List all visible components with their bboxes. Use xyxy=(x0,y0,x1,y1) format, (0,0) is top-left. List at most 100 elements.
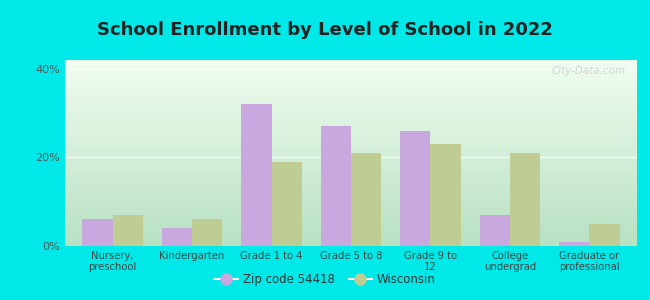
Bar xyxy=(65,92,637,93)
Bar xyxy=(65,221,637,222)
Text: School Enrollment by Level of School in 2022: School Enrollment by Level of School in … xyxy=(97,21,553,39)
Bar xyxy=(65,69,637,70)
Bar xyxy=(65,171,637,172)
Bar xyxy=(65,169,637,170)
Bar xyxy=(65,232,637,233)
Bar xyxy=(65,131,637,132)
Bar xyxy=(65,67,637,68)
Bar xyxy=(65,182,637,183)
Bar xyxy=(65,68,637,69)
Bar xyxy=(65,187,637,188)
Bar xyxy=(65,160,637,161)
Bar xyxy=(65,101,637,102)
Bar xyxy=(65,172,637,173)
Bar xyxy=(65,199,637,200)
Bar xyxy=(65,189,637,190)
Bar xyxy=(65,61,637,62)
Bar xyxy=(65,116,637,117)
Bar xyxy=(65,178,637,179)
Bar xyxy=(272,162,302,246)
Bar xyxy=(65,70,637,71)
Bar xyxy=(112,215,143,246)
Bar xyxy=(65,135,637,136)
Bar xyxy=(65,243,637,244)
Bar xyxy=(65,92,637,94)
Bar xyxy=(65,204,637,205)
Bar xyxy=(65,80,637,81)
Bar xyxy=(65,94,637,95)
Bar xyxy=(65,142,637,143)
Bar xyxy=(65,235,637,236)
Bar xyxy=(65,147,637,148)
Bar xyxy=(65,209,637,210)
Bar xyxy=(65,242,637,243)
Bar xyxy=(65,191,637,192)
Bar xyxy=(65,108,637,109)
Bar xyxy=(65,175,637,176)
Bar xyxy=(65,123,637,124)
Bar xyxy=(65,113,637,114)
Bar xyxy=(65,102,637,103)
Bar xyxy=(65,245,637,246)
Bar xyxy=(65,210,637,211)
Bar xyxy=(83,219,112,246)
Bar xyxy=(65,153,637,154)
Bar xyxy=(65,133,637,134)
Bar xyxy=(65,201,637,202)
Bar xyxy=(65,100,637,101)
Bar xyxy=(65,197,637,198)
Bar xyxy=(65,205,637,206)
Bar xyxy=(65,192,637,193)
Bar xyxy=(65,83,637,84)
Bar xyxy=(65,225,637,226)
Bar xyxy=(65,215,637,216)
Bar xyxy=(65,124,637,125)
Bar xyxy=(65,110,637,111)
Bar xyxy=(65,218,637,219)
Bar xyxy=(65,79,637,80)
Bar xyxy=(65,183,637,184)
Bar xyxy=(65,77,637,78)
Bar xyxy=(65,228,637,229)
Bar xyxy=(65,244,637,245)
Bar xyxy=(65,95,637,96)
Bar xyxy=(65,148,637,149)
Bar xyxy=(65,170,637,171)
Bar xyxy=(65,105,637,106)
Bar xyxy=(65,230,637,231)
Bar xyxy=(65,198,637,199)
Bar xyxy=(162,228,192,246)
Bar xyxy=(65,117,637,118)
Bar xyxy=(65,151,637,152)
Bar xyxy=(65,188,637,189)
Bar xyxy=(321,126,351,246)
Bar xyxy=(65,157,637,158)
Bar xyxy=(65,107,637,108)
Bar xyxy=(590,224,619,246)
Bar xyxy=(65,239,637,240)
Bar xyxy=(65,118,637,119)
Bar xyxy=(65,227,637,228)
Bar xyxy=(65,63,637,64)
Bar xyxy=(65,211,637,212)
Bar xyxy=(65,137,637,138)
Bar xyxy=(65,97,637,98)
Bar xyxy=(65,65,637,66)
Bar xyxy=(65,164,637,165)
Bar xyxy=(65,140,637,141)
Bar xyxy=(65,163,637,164)
Bar xyxy=(65,78,637,79)
Bar xyxy=(65,158,637,159)
Bar xyxy=(65,118,637,119)
Bar xyxy=(65,76,637,77)
Bar xyxy=(65,180,637,181)
Bar xyxy=(559,242,590,246)
Text: City-Data.com: City-Data.com xyxy=(551,66,625,76)
Bar xyxy=(65,160,637,161)
Bar xyxy=(65,217,637,218)
Bar xyxy=(65,195,637,196)
Bar xyxy=(65,127,637,128)
Bar xyxy=(65,193,637,194)
Bar xyxy=(65,240,637,241)
Bar xyxy=(65,190,637,191)
